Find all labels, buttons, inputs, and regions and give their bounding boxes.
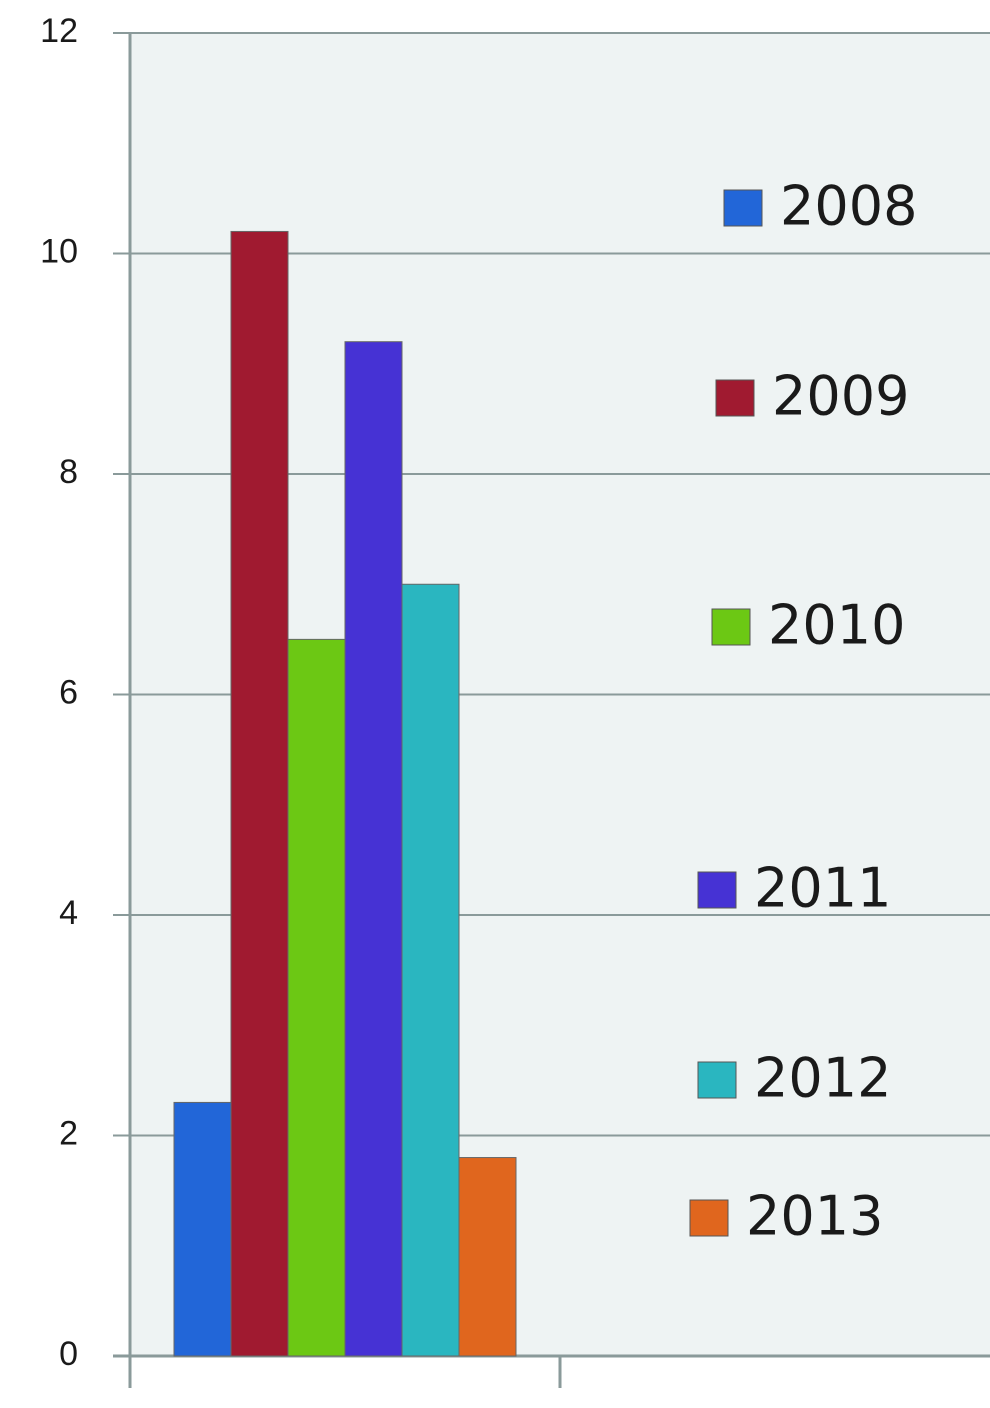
y-tick-label: 8: [59, 453, 78, 491]
y-tick-label: 10: [40, 232, 78, 270]
y-tick-label: 4: [59, 894, 78, 932]
legend-label: 2009: [772, 365, 909, 428]
legend-label: 2013: [746, 1185, 883, 1248]
legend-swatch: [715, 379, 755, 417]
y-tick-label: 0: [59, 1335, 78, 1373]
bar: [287, 638, 346, 1357]
legend-label: 2010: [768, 594, 905, 657]
y-tick-label: 12: [40, 12, 78, 50]
legend-swatch: [723, 189, 763, 227]
legend-swatch: [697, 1061, 737, 1099]
bar: [173, 1101, 232, 1357]
bar: [344, 341, 403, 1357]
legend-swatch: [711, 608, 751, 646]
bar: [230, 230, 289, 1357]
y-tick-label: 6: [59, 673, 78, 711]
legend-swatch: [689, 1199, 729, 1237]
bar: [401, 583, 460, 1357]
legend-label: 2012: [754, 1047, 891, 1110]
bar: [458, 1157, 517, 1357]
legend-label: 2011: [754, 857, 891, 920]
legend-swatch: [697, 871, 737, 909]
legend-label: 2008: [780, 175, 917, 238]
y-tick-label: 2: [59, 1114, 78, 1152]
